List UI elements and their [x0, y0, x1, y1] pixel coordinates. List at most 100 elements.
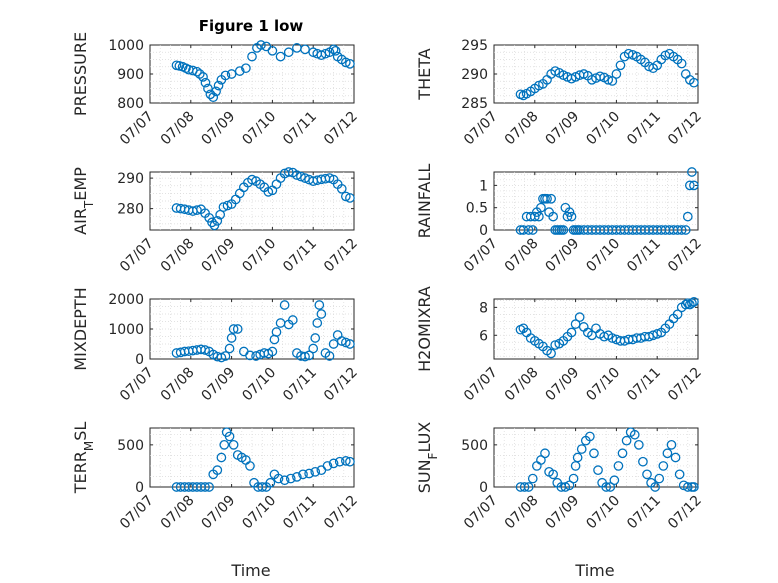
x-tick-label: 07/07	[117, 236, 157, 276]
data-point	[228, 440, 239, 450]
axes-background	[493, 171, 699, 231]
x-tick-label: 07/09	[199, 109, 239, 149]
data-point	[550, 340, 561, 350]
data-point	[546, 348, 556, 359]
data-point	[316, 50, 327, 61]
data-point	[205, 89, 216, 100]
y-axis-label: SUNFLUX	[415, 422, 440, 494]
data-point	[328, 44, 339, 55]
data-point	[585, 431, 595, 442]
data-point	[566, 327, 577, 338]
data-point	[245, 461, 255, 471]
data-point	[226, 69, 237, 79]
data-point	[658, 461, 669, 471]
x-tick-label: 07/09	[543, 365, 583, 405]
y-axis-label: PRESSURE	[71, 32, 90, 116]
y-axis-label: MIXDEPTH	[71, 287, 90, 370]
data-point	[638, 456, 648, 467]
subplot-theta: 07/07 07/08 07/09 07/10 07/11 07/12 285 290 295 T…	[415, 38, 705, 148]
data-point	[218, 202, 229, 212]
x-tick-label: 07/09	[543, 236, 583, 276]
x-tick-label: 07/12	[665, 236, 705, 276]
data-point	[192, 66, 202, 77]
figure-title: Figure 1 low	[199, 17, 304, 35]
data-point	[534, 211, 544, 222]
data-point	[207, 217, 217, 228]
x-tick-label: 07/11	[280, 365, 320, 405]
data-point	[228, 324, 239, 334]
x-tick-label: 07/10	[583, 493, 623, 533]
y-tick-label: 290	[461, 67, 488, 83]
x-tick-label: 07/11	[624, 109, 664, 149]
data-point	[265, 477, 276, 488]
x-tick-label: 07/09	[543, 109, 583, 149]
data-point	[676, 58, 687, 69]
data-point	[593, 465, 603, 475]
data-point	[682, 298, 693, 309]
data-point	[518, 225, 529, 235]
x-tick-label: 07/12	[321, 109, 361, 149]
x-tick-label: 07/07	[117, 365, 157, 405]
subplot-terr-msl: 07/07 07/08 07/09 07/10 07/11 07/12 0 500 TERRMS…	[71, 422, 361, 533]
data-point	[241, 63, 251, 74]
data-point	[256, 40, 266, 50]
y-tick-label: 1000	[108, 322, 144, 338]
data-point	[287, 315, 298, 325]
y-axis-label: THETA	[415, 48, 434, 100]
data-point	[568, 473, 579, 484]
data-point	[304, 350, 314, 361]
data-point	[232, 324, 243, 334]
data-point	[328, 339, 339, 349]
data-point	[687, 167, 697, 177]
x-tick-label: 07/07	[461, 365, 501, 405]
x-tick-label: 07/08	[158, 109, 198, 149]
data-point	[296, 171, 306, 182]
data-point	[212, 465, 223, 475]
data-point	[247, 174, 257, 185]
data-point	[682, 482, 693, 492]
data-point	[334, 456, 345, 467]
y-tick-label: 285	[461, 96, 488, 112]
data-point	[589, 448, 599, 459]
x-tick-label: 07/12	[665, 109, 705, 149]
data-point	[271, 327, 282, 337]
x-tick-label: 07/11	[280, 493, 320, 533]
data-point	[340, 337, 351, 348]
data-point	[273, 473, 284, 484]
x-tick-label: 07/08	[158, 236, 198, 276]
y-tick-label: 800	[117, 96, 144, 112]
data-point	[689, 296, 699, 307]
data-point	[257, 482, 268, 492]
data-point	[654, 473, 665, 484]
axes-background	[149, 427, 355, 488]
x-tick-label: 07/12	[321, 493, 361, 533]
x-tick-label: 07/10	[583, 236, 623, 276]
y-tick-label: 0	[479, 480, 488, 496]
data-point	[523, 225, 534, 235]
data-point	[674, 469, 685, 480]
data-point	[192, 205, 202, 216]
data-point	[300, 44, 310, 55]
data-point	[314, 300, 325, 310]
data-point	[267, 45, 278, 56]
data-point	[548, 469, 559, 480]
data-point	[615, 60, 626, 71]
data-point	[623, 48, 634, 59]
data-point	[203, 83, 213, 94]
data-point	[200, 345, 210, 355]
y-tick-label: 8	[479, 300, 488, 316]
subplot-h2omixra: 07/07 07/08 07/09 07/10 07/11 07/12 6 8 H2OMIXRA	[415, 286, 705, 404]
data-point	[220, 351, 231, 361]
data-point	[324, 351, 335, 361]
data-point	[336, 336, 347, 346]
data-point	[542, 193, 552, 204]
data-point	[300, 351, 310, 362]
subplot-sun-flux: 07/07 07/08 07/09 07/10 07/11 07/12 0 500 SUNFLU…	[415, 422, 705, 533]
x-tick-label: 07/07	[117, 109, 157, 149]
x-tick-label: 07/09	[543, 493, 583, 533]
data-point	[310, 333, 321, 343]
data-point	[247, 51, 257, 62]
data-point	[687, 298, 697, 309]
data-point	[194, 69, 205, 79]
x-axis-label-right: Time	[574, 561, 614, 580]
